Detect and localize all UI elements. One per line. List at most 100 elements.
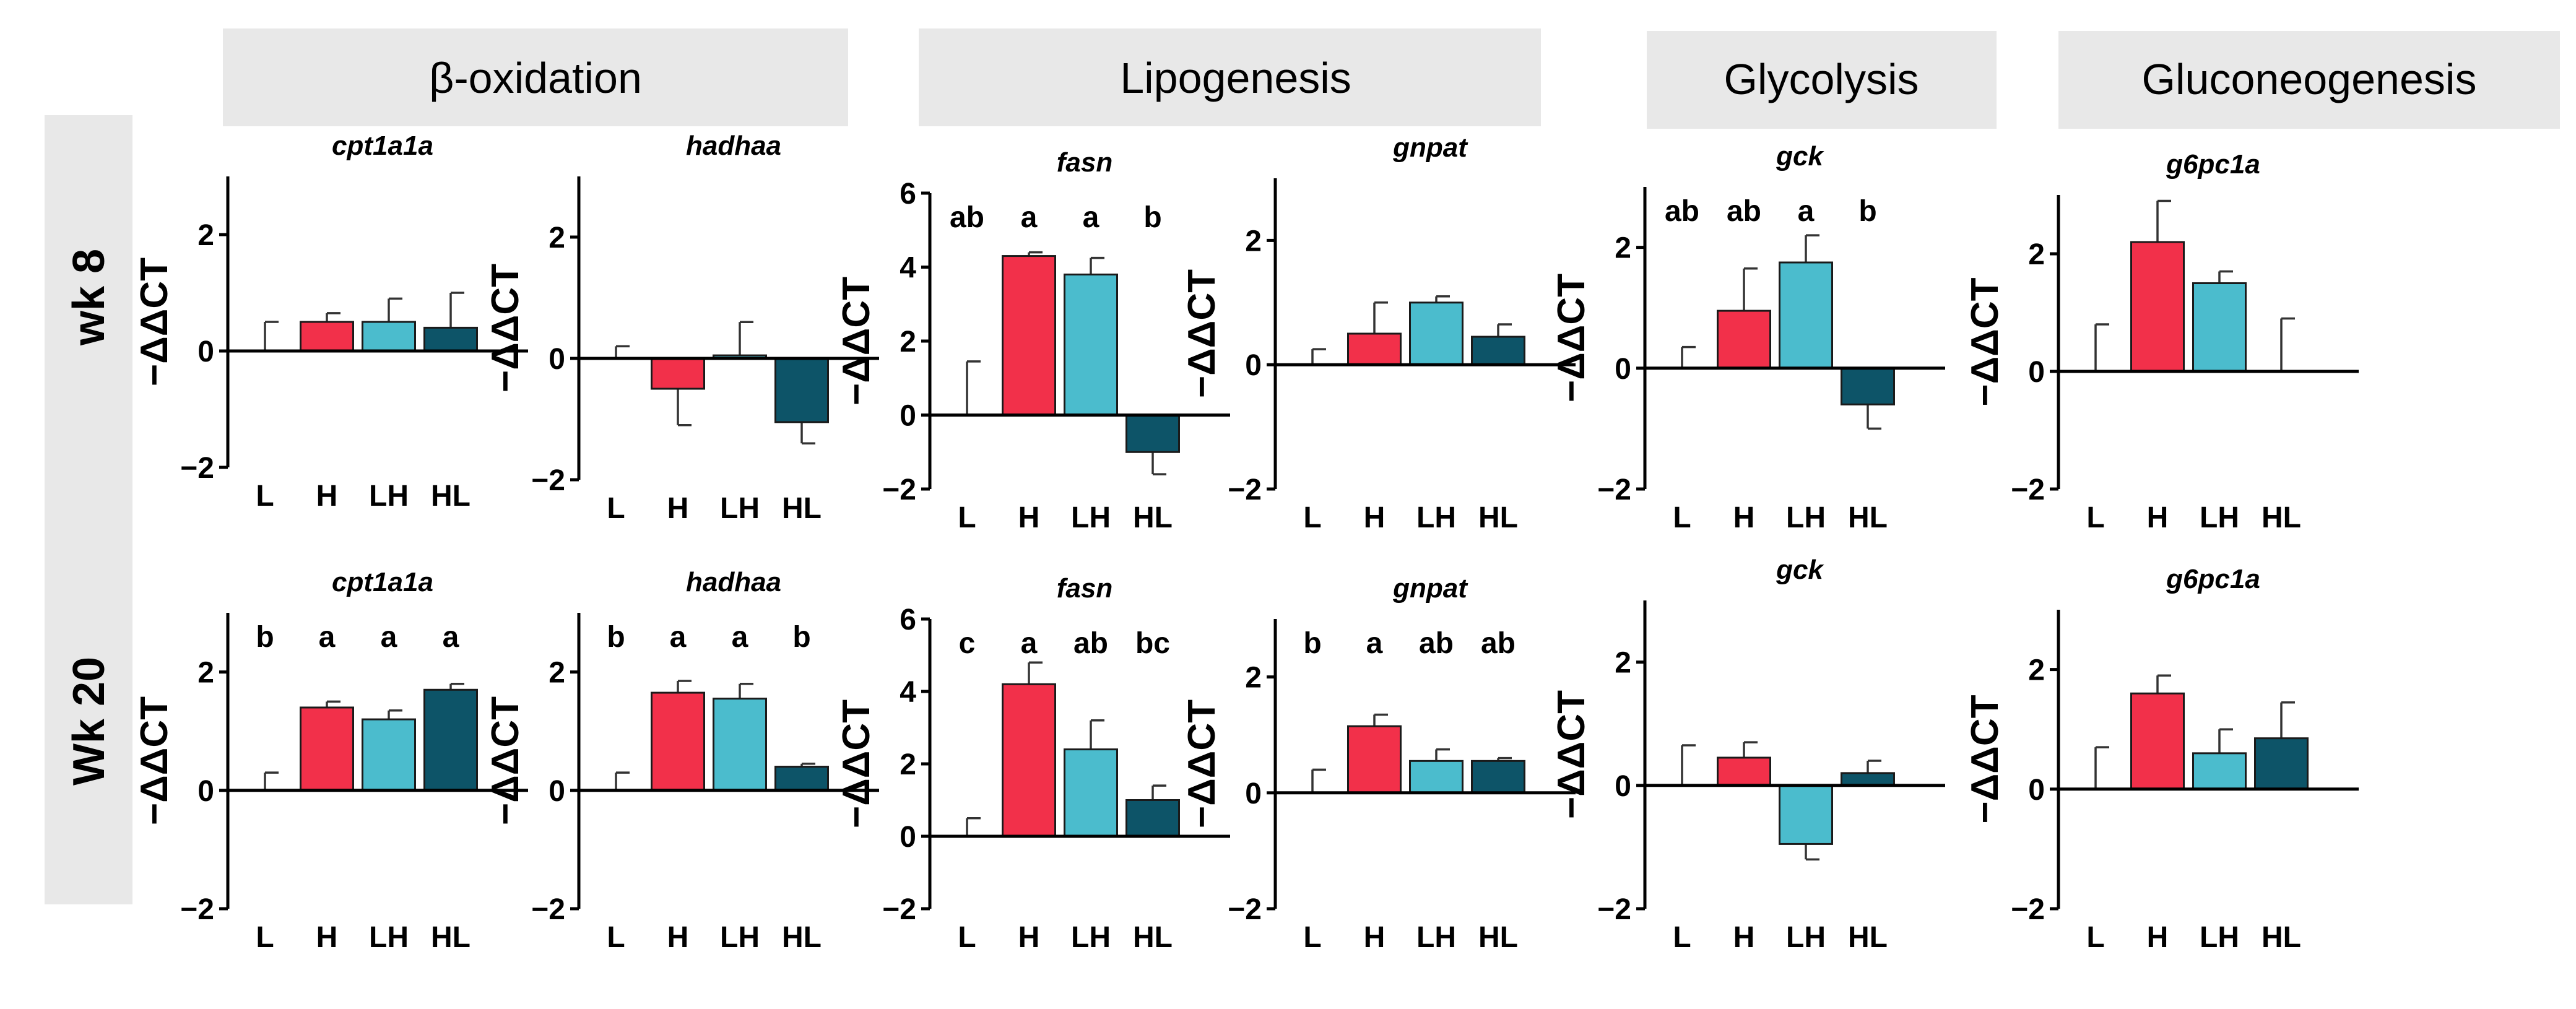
group-header-bg	[2058, 31, 2560, 129]
bar-H	[1717, 756, 1771, 787]
chart-title: cpt1a1a	[332, 131, 433, 161]
chart-title: cpt1a1a	[332, 567, 433, 597]
y-tick-label: 2	[549, 657, 565, 690]
y-tick-label: 0	[197, 336, 214, 368]
y-tick-label: 2	[1615, 232, 1631, 265]
y-axis-label: −ΔΔCT	[1550, 274, 1593, 402]
bar-HL	[1471, 336, 1525, 366]
significance-label: ab	[1419, 627, 1454, 660]
y-tick-label: −2	[2011, 474, 2045, 506]
x-tick-label: HL	[782, 492, 822, 525]
significance-label: ab	[1665, 195, 1699, 228]
group-header-bg	[919, 28, 1541, 126]
x-tick-label: HL	[2262, 921, 2301, 954]
y-axis-label: −ΔΔCT	[133, 258, 176, 386]
x-tick-label: LH	[1071, 921, 1111, 954]
x-tick-label: LH	[1071, 501, 1111, 534]
x-tick-label: LH	[1786, 921, 1826, 954]
bar-LH	[1409, 301, 1464, 366]
bar-LH	[362, 718, 416, 792]
y-tick-label: 4	[900, 252, 916, 285]
x-tick-label: H	[2147, 921, 2169, 954]
y-axis-label: −ΔΔCT	[484, 696, 527, 825]
x-tick-label: L	[1303, 921, 1321, 954]
bar-HL	[1471, 760, 1525, 794]
y-tick-label: −2	[1597, 893, 1631, 926]
significance-label: a	[1366, 627, 1383, 660]
bar-HL	[1841, 772, 1895, 787]
y-tick-label: −2	[180, 452, 214, 485]
y-tick-label: 6	[900, 604, 916, 636]
bar-HL	[774, 766, 829, 792]
x-tick-label: H	[1018, 501, 1040, 534]
bar-H	[651, 357, 705, 390]
x-tick-label: HL	[1133, 921, 1173, 954]
significance-label: b	[1143, 201, 1161, 234]
y-tick-label: 2	[549, 222, 565, 254]
group-header-lipogenesis: Lipogenesis	[919, 28, 1541, 126]
x-tick-label: LH	[369, 921, 409, 954]
y-tick-label: −2	[531, 893, 565, 926]
x-tick-label: L	[607, 921, 625, 954]
bar-H	[1347, 725, 1402, 794]
y-tick-label: 0	[1245, 777, 1262, 810]
significance-label: a	[381, 621, 397, 654]
chart-panel-gck-wk8: gck −ΔΔCT −2 0 2 Lab Hab LH a HL b	[1550, 141, 1945, 534]
y-tick-label: 0	[549, 775, 565, 808]
y-tick-label: −2	[531, 464, 565, 497]
bar-LH	[1779, 784, 1833, 845]
x-tick-label: LH	[720, 492, 760, 525]
bar-HL	[774, 357, 829, 423]
y-axis-label: −ΔΔCT	[1964, 695, 2006, 823]
x-tick-label: HL	[1133, 501, 1173, 534]
group-header-beta-oxidation: β-oxidation	[223, 28, 848, 126]
significance-label: ab	[1481, 627, 1516, 660]
x-tick-label: H	[316, 921, 338, 954]
x-tick-label: HL	[1848, 501, 1888, 534]
bar-LH	[2192, 282, 2247, 373]
bar-LH	[713, 698, 767, 792]
chart-title: gnpat	[1392, 573, 1468, 604]
significance-label: b	[607, 621, 625, 654]
significance-label: a	[443, 621, 459, 654]
x-tick-label: L	[2086, 501, 2104, 534]
significance-label: a	[732, 621, 748, 654]
x-tick-label: H	[1018, 921, 1040, 954]
significance-label: a	[319, 621, 336, 654]
row-label-wk8: wk 8	[64, 249, 114, 346]
bar-H	[1347, 332, 1402, 366]
bar-H	[300, 706, 354, 792]
bar-HL	[1125, 799, 1180, 838]
x-tick-label: LH	[1416, 501, 1456, 534]
x-tick-label: HL	[1848, 921, 1888, 954]
chart-title: fasn	[1057, 573, 1112, 604]
chart-title: hadhaa	[686, 567, 781, 597]
y-axis-label: −ΔΔCT	[1181, 269, 1223, 398]
y-tick-label: 0	[2028, 774, 2045, 807]
y-tick-label: 2	[197, 657, 214, 690]
chart-panel-fasn-wk20: fasn −ΔΔCT −2 0 2 4 6 Lc Ha LH ab HL bc	[835, 573, 1230, 954]
y-tick-label: 0	[2028, 356, 2045, 389]
y-tick-label: 2	[197, 219, 214, 252]
x-tick-label: L	[256, 480, 274, 513]
chart-title: hadhaa	[686, 131, 781, 161]
y-axis-label: −ΔΔCT	[133, 696, 176, 825]
significance-label: b	[256, 621, 274, 654]
significance-label: ab	[950, 201, 984, 234]
x-tick-label: L	[958, 501, 976, 534]
x-tick-label: LH	[1416, 921, 1456, 954]
y-tick-label: 0	[1245, 349, 1262, 382]
x-tick-label: L	[958, 921, 976, 954]
x-tick-label: H	[1733, 501, 1755, 534]
bar-LH	[1064, 748, 1118, 838]
y-tick-label: −2	[882, 474, 916, 506]
x-tick-label: HL	[2262, 501, 2301, 534]
y-tick-label: 2	[2028, 238, 2045, 271]
bar-HL	[1125, 414, 1180, 453]
significance-label: c	[959, 627, 976, 660]
